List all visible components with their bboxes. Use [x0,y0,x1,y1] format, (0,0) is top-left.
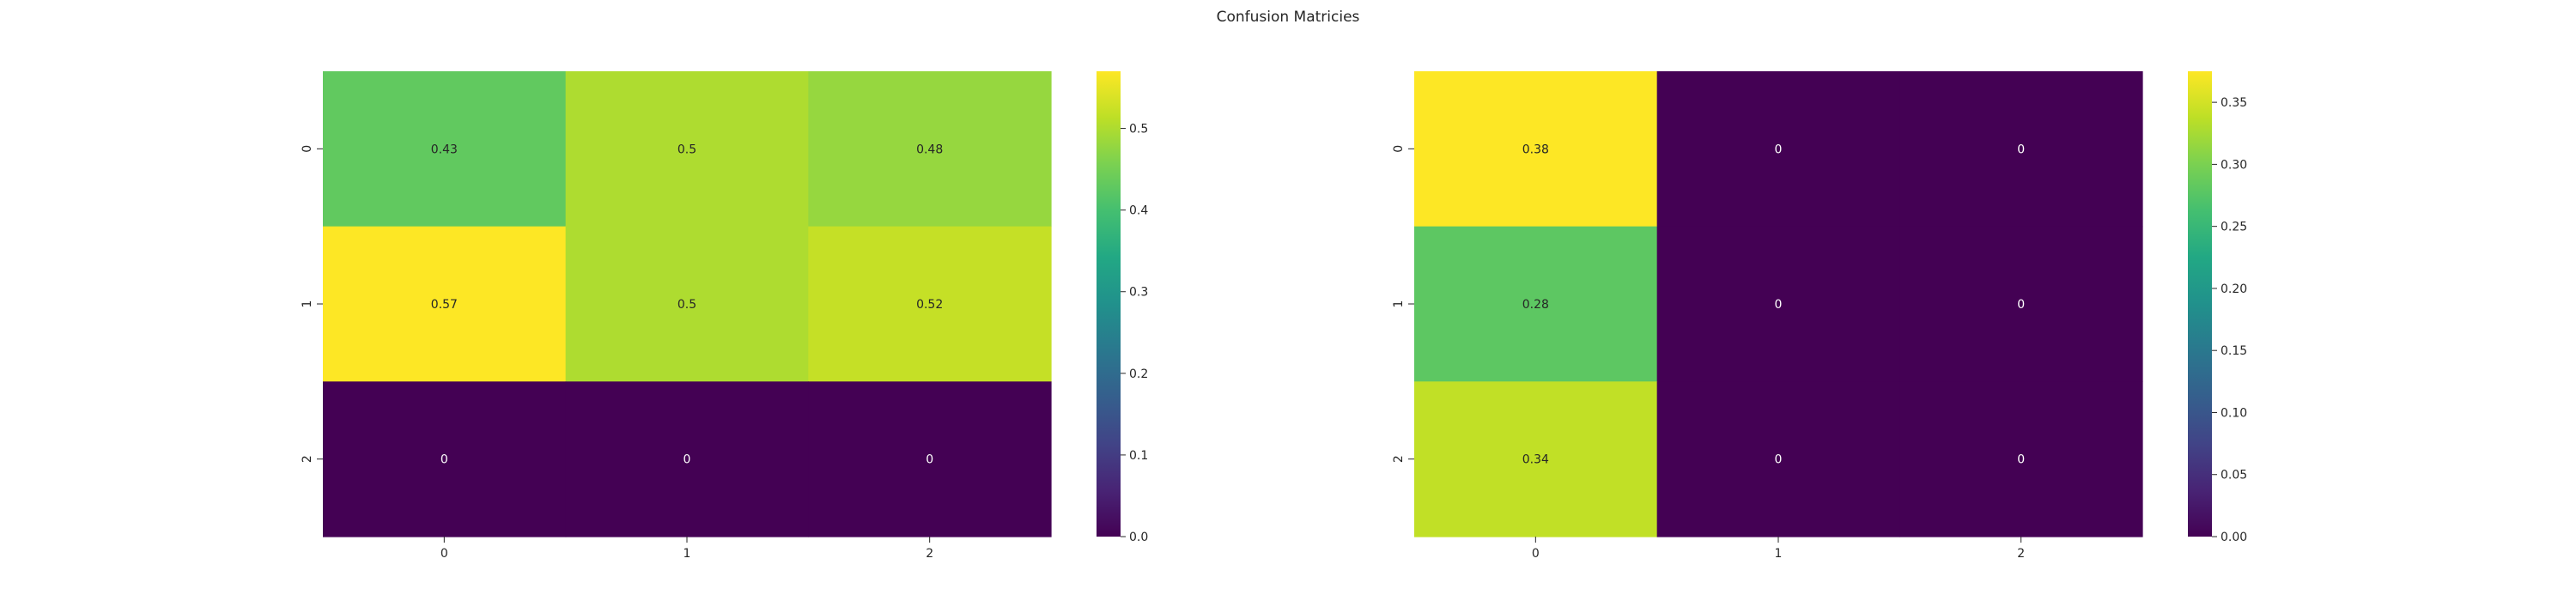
colorbar-tick-label: 0.1 [1129,449,1148,463]
y-tick-label: 0 [1392,145,1406,153]
heatmap-cell [1656,226,1900,382]
heatmap-cell [1414,381,1658,537]
cell-value-label: 0 [683,453,691,467]
heatmap-cell [808,71,1052,228]
heatmap-cell [323,381,567,537]
heatmap-cell [1899,226,2143,382]
cell-value-label: 0.48 [916,143,943,156]
x-tick-label: 2 [2017,547,2025,561]
heatmap-cell [808,226,1052,382]
colorbar-tick-label: 0.4 [1129,204,1148,218]
colorbar [2188,71,2212,537]
cell-value-label: 0 [2017,453,2025,467]
colorbar-tick-label: 0.05 [2221,469,2247,483]
cell-value-label: 0.57 [431,298,458,312]
heatmap-cell [1414,226,1658,382]
cell-value-label: 0 [1775,298,1783,312]
y-tick-label: 2 [1392,455,1406,463]
colorbar-tick-label: 0.35 [2221,96,2247,110]
cell-value-label: 0.5 [677,143,696,156]
colorbar-tick-label: 0.2 [1129,367,1148,381]
heatmap-cell [565,71,809,228]
x-tick-label: 2 [926,547,933,561]
y-tick-label: 2 [301,455,314,463]
colorbar-tick-label: 0.3 [1129,286,1148,300]
cell-value-label: 0.34 [1522,453,1549,467]
cell-value-label: 0 [440,453,448,467]
cell-value-label: 0.28 [1522,298,1549,312]
heatmap-cell [323,226,567,382]
heatmap-cell [1899,381,2143,537]
colorbar-tick-label: 0.10 [2221,406,2247,420]
colorbar-tick-label: 0.0 [1129,531,1148,544]
colorbar-tick-label: 0.15 [2221,344,2247,358]
x-tick-label: 1 [683,547,691,561]
heatmap-cell [565,381,809,537]
colorbar-tick-label: 0.25 [2221,221,2247,234]
cell-value-label: 0 [926,453,933,467]
cell-value-label: 0.38 [1522,143,1549,156]
figure-title: Confusion Matricies [1216,9,1360,26]
heatmap-cell [1899,71,2143,228]
heatmap-cell [323,71,567,228]
heatmap-1: 0.43 0.5 0.48 0.57 0.5 0.52 0 0 0 0 1 2 0 1 2 0.0 0.1 0.2… [301,71,1148,561]
cell-value-label: 0.43 [431,143,458,156]
y-tick-label: 1 [1392,300,1406,308]
cell-value-label: 0 [2017,298,2025,312]
colorbar-tick-label: 0.00 [2221,531,2247,544]
cell-value-label: 0 [1775,453,1783,467]
cell-value-label: 0 [2017,143,2025,156]
heatmap-cell [1414,71,1658,228]
x-tick-label: 0 [1532,547,1540,561]
x-tick-label: 0 [440,547,448,561]
cell-value-label: 0.52 [916,298,943,312]
colorbar-tick-label: 0.20 [2221,282,2247,296]
heatmap-2: 0.38 0 0 0.28 0 0 0.34 0 0 0 1 2 0 1 2 0.00 0.05 0.10 0.15… [1392,71,2247,561]
heatmap-cell [1656,71,1900,228]
heatmap-cell [1656,381,1900,537]
x-tick-label: 1 [1775,547,1783,561]
colorbar-tick-label: 0.5 [1129,123,1148,137]
cell-value-label: 0.5 [677,298,696,312]
colorbar-tick-label: 0.30 [2221,158,2247,172]
y-tick-label: 0 [301,145,314,153]
heatmap-cell [808,381,1052,537]
colorbar [1097,71,1121,537]
heatmap-cell [565,226,809,382]
cell-value-label: 0 [1775,143,1783,156]
y-tick-label: 1 [301,300,314,308]
